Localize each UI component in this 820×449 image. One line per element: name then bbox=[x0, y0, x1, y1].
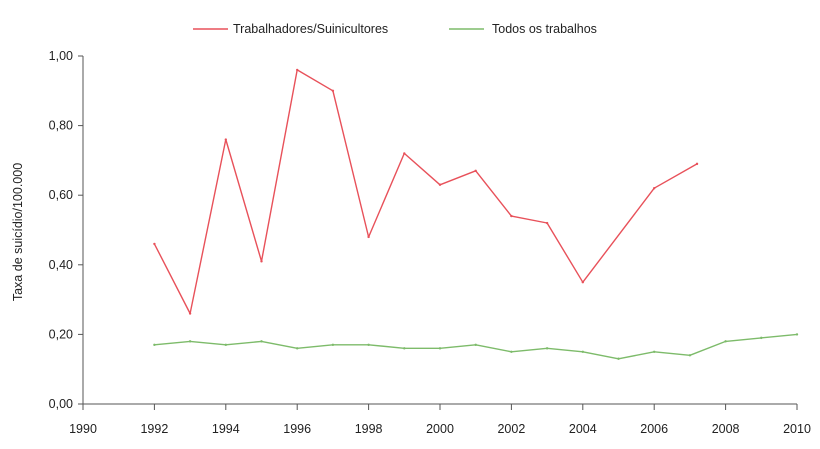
data-point bbox=[296, 68, 299, 72]
data-point bbox=[760, 336, 763, 340]
series-layer bbox=[153, 68, 799, 360]
x-tick-label: 2008 bbox=[712, 422, 740, 436]
x-tick-label: 2004 bbox=[569, 422, 597, 436]
data-point bbox=[474, 169, 477, 173]
x-tick-label: 1990 bbox=[69, 422, 97, 436]
data-point bbox=[260, 340, 263, 343]
data-point bbox=[331, 89, 335, 93]
y-tick-label: 0,40 bbox=[49, 258, 73, 272]
y-axis: 0,00 0,20 0,40 0,60 0,80 1,00 bbox=[49, 49, 84, 411]
data-point bbox=[688, 354, 692, 357]
data-point bbox=[695, 162, 699, 166]
data-point bbox=[581, 281, 584, 284]
y-tick-label: 0,80 bbox=[49, 119, 73, 133]
data-point bbox=[153, 242, 156, 246]
data-point bbox=[617, 357, 620, 360]
x-tick-label: 1994 bbox=[212, 422, 240, 436]
y-axis-title: Taxa de suicídio/100.000 bbox=[11, 163, 25, 301]
series-line-1 bbox=[153, 69, 698, 315]
data-point bbox=[188, 312, 192, 315]
x-axis: 1990 1992 1994 1996 1998 2000 2002 2004 2006 2008… bbox=[69, 403, 811, 436]
data-point bbox=[153, 343, 156, 347]
y-tick-label: 0,60 bbox=[49, 188, 73, 202]
legend-label: Trabalhadores/Suinicultores bbox=[233, 22, 388, 36]
data-point bbox=[438, 183, 442, 186]
y-tick-label: 0,20 bbox=[49, 327, 73, 341]
data-point bbox=[653, 187, 656, 190]
data-point bbox=[653, 350, 656, 353]
data-point bbox=[581, 350, 584, 353]
data-point bbox=[188, 340, 192, 343]
y-tick-label: 0,00 bbox=[49, 397, 73, 411]
data-point bbox=[367, 235, 370, 239]
data-point bbox=[403, 152, 406, 155]
data-point bbox=[474, 343, 477, 347]
series-line-2 bbox=[154, 333, 798, 360]
legend: Trabalhadores/Suinicultores Todos os trab… bbox=[193, 22, 597, 36]
data-point bbox=[260, 260, 263, 263]
data-point bbox=[545, 347, 549, 350]
data-point bbox=[510, 350, 513, 353]
x-tick-label: 1998 bbox=[355, 422, 383, 436]
data-point bbox=[795, 333, 799, 336]
x-tick-label: 2002 bbox=[497, 422, 525, 436]
x-tick-label: 1992 bbox=[140, 422, 168, 436]
x-tick-label: 2006 bbox=[640, 422, 668, 436]
data-point bbox=[724, 340, 727, 343]
data-point bbox=[224, 343, 227, 347]
data-point bbox=[545, 221, 549, 225]
data-point bbox=[224, 138, 227, 141]
x-tick-label: 1996 bbox=[283, 422, 311, 436]
data-point bbox=[438, 347, 442, 350]
x-tick-label: 2010 bbox=[783, 422, 811, 436]
x-tick-label: 2000 bbox=[426, 422, 454, 436]
data-point bbox=[367, 343, 370, 347]
data-point bbox=[331, 343, 335, 347]
data-point bbox=[510, 214, 513, 218]
y-tick-label: 1,00 bbox=[49, 49, 73, 63]
legend-label: Todos os trabalhos bbox=[492, 22, 597, 36]
data-point bbox=[403, 347, 406, 350]
data-point bbox=[296, 347, 299, 350]
